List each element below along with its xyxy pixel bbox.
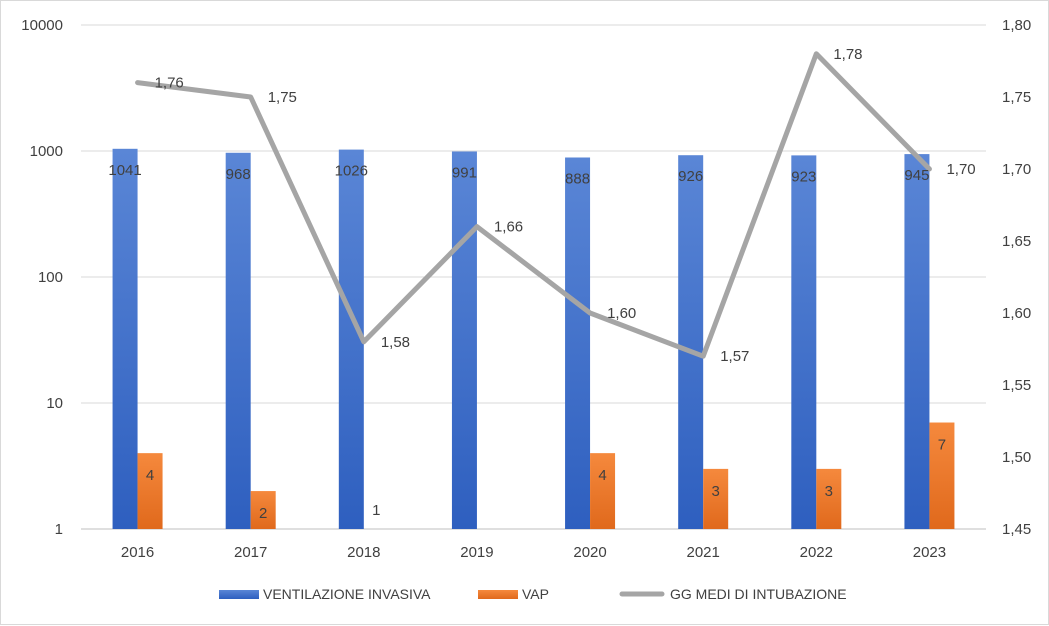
- data-label-gg-medi: 1,75: [268, 89, 297, 106]
- bar-ventilazione-invasiva: [791, 155, 817, 529]
- legend-label: GG MEDI DI INTUBAZIONE: [670, 586, 847, 602]
- data-label-vap: 7: [938, 437, 946, 454]
- y-right-tick-label: 1,45: [1002, 521, 1031, 538]
- legend-label: VENTILAZIONE INVASIVA: [263, 586, 431, 602]
- data-label-vap: 1: [372, 502, 380, 519]
- data-label-gg-medi: 1,76: [155, 75, 184, 92]
- y-left-tick-label: 10: [46, 395, 63, 412]
- y-left-tick-label: 10000: [21, 17, 63, 34]
- bar-ventilazione-invasiva: [565, 157, 591, 529]
- data-label-vap: 4: [598, 467, 606, 484]
- bar-ventilazione-invasiva: [678, 155, 704, 529]
- data-label-gg-medi: 1,78: [833, 46, 862, 63]
- gridlines: [81, 24, 986, 530]
- bar-ventilazione-invasiva: [225, 152, 251, 529]
- data-label-ventilazione-invasiva: 968: [226, 166, 251, 183]
- y-right-tick-label: 1,55: [1002, 377, 1031, 394]
- data-label-vap: 3: [825, 483, 833, 500]
- bar-vap: [590, 453, 616, 529]
- bar-vap: [137, 453, 163, 529]
- x-tick-label: 2017: [234, 544, 267, 561]
- bar-ventilazione-invasiva: [112, 148, 138, 529]
- data-label-ventilazione-invasiva: 926: [678, 168, 703, 185]
- data-label-vap: 3: [712, 483, 720, 500]
- data-label-gg-medi: 1,60: [607, 305, 636, 322]
- data-labels: 1041 4 968 2 1026 1 991 888 4 926 3 923 3 945 7 1,76 1,7…: [108, 46, 975, 522]
- data-label-gg-medi: 1,57: [720, 348, 749, 365]
- data-label-ventilazione-invasiva: 1026: [335, 163, 368, 180]
- axes: 1101001000100001,451,501,551,601,651,701…: [21, 17, 1031, 561]
- x-tick-label: 2019: [460, 544, 493, 561]
- x-tick-label: 2020: [573, 544, 606, 561]
- data-label-gg-medi: 1,58: [381, 334, 410, 351]
- x-tick-label: 2021: [687, 544, 720, 561]
- bar-ventilazione-invasiva: [338, 149, 364, 529]
- data-label-ventilazione-invasiva: 923: [791, 168, 816, 185]
- bar-ventilazione-invasiva: [904, 154, 930, 530]
- y-right-tick-label: 1,75: [1002, 89, 1031, 106]
- y-right-tick-label: 1,80: [1002, 17, 1031, 34]
- y-left-tick-label: 1000: [30, 143, 63, 160]
- data-label-gg-medi: 1,70: [946, 161, 975, 178]
- y-right-tick-label: 1,70: [1002, 161, 1031, 178]
- y-right-tick-label: 1,65: [1002, 233, 1031, 250]
- bars: [112, 148, 955, 530]
- x-tick-label: 2022: [800, 544, 833, 561]
- y-right-tick-label: 1,60: [1002, 305, 1031, 322]
- bar-vap: [929, 422, 955, 529]
- line-gg-medi-di-intubazione: [135, 51, 932, 359]
- y-left-tick-label: 1: [55, 521, 63, 538]
- bar-vap: [703, 468, 729, 529]
- data-label-gg-medi: 1,66: [494, 219, 523, 236]
- data-label-ventilazione-invasiva: 1041: [108, 162, 141, 179]
- y-left-tick-label: 100: [38, 269, 63, 286]
- data-label-vap: 4: [146, 467, 154, 484]
- x-tick-label: 2018: [347, 544, 380, 561]
- line-series: [135, 51, 932, 359]
- legend-label: VAP: [522, 586, 549, 602]
- data-label-vap: 2: [259, 505, 267, 522]
- x-tick-label: 2023: [913, 544, 946, 561]
- bar-ventilazione-invasiva: [451, 151, 477, 529]
- data-label-ventilazione-invasiva: 888: [565, 170, 590, 187]
- y-right-tick-label: 1,50: [1002, 449, 1031, 466]
- bar-vap: [816, 468, 842, 529]
- data-label-ventilazione-invasiva: 991: [452, 164, 477, 181]
- legend-swatch: [478, 590, 518, 599]
- legend-swatch: [219, 590, 259, 599]
- legend: VENTILAZIONE INVASIVA VAP GG MEDI DI INTUB…: [219, 586, 847, 602]
- data-label-ventilazione-invasiva: 945: [904, 167, 929, 184]
- bar-vap: [250, 491, 276, 529]
- x-tick-label: 2016: [121, 544, 154, 561]
